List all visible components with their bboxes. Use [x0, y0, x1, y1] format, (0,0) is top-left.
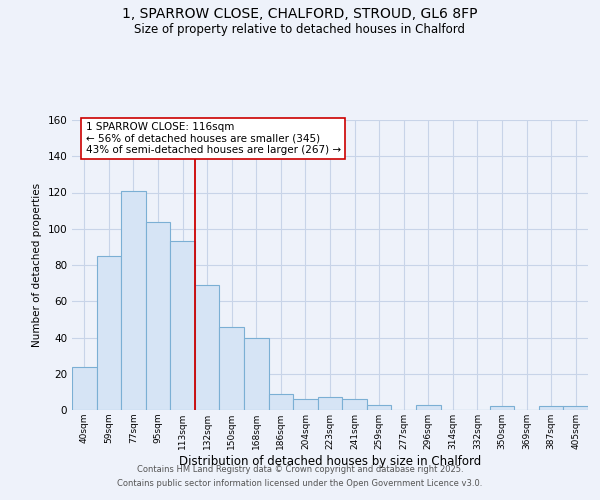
Bar	[293, 399, 318, 410]
Text: Contains HM Land Registry data © Crown copyright and database right 2025.
Contai: Contains HM Land Registry data © Crown c…	[118, 466, 482, 487]
X-axis label: Distribution of detached houses by size in Chalford: Distribution of detached houses by size …	[179, 454, 481, 468]
Bar	[244, 338, 269, 410]
Bar	[318, 398, 342, 410]
Bar	[367, 404, 391, 410]
Bar	[97, 256, 121, 410]
Bar	[220, 326, 244, 410]
Bar	[490, 406, 514, 410]
Text: 1 SPARROW CLOSE: 116sqm
← 56% of detached houses are smaller (345)
43% of semi-d: 1 SPARROW CLOSE: 116sqm ← 56% of detache…	[86, 122, 341, 155]
Bar	[121, 190, 146, 410]
Bar	[146, 222, 170, 410]
Text: 1, SPARROW CLOSE, CHALFORD, STROUD, GL6 8FP: 1, SPARROW CLOSE, CHALFORD, STROUD, GL6 …	[122, 8, 478, 22]
Bar	[563, 406, 588, 410]
Bar	[269, 394, 293, 410]
Bar	[539, 406, 563, 410]
Y-axis label: Number of detached properties: Number of detached properties	[32, 183, 42, 347]
Bar	[342, 399, 367, 410]
Bar	[416, 404, 440, 410]
Bar	[170, 242, 195, 410]
Text: Size of property relative to detached houses in Chalford: Size of property relative to detached ho…	[134, 22, 466, 36]
Bar	[72, 366, 97, 410]
Bar	[195, 285, 220, 410]
